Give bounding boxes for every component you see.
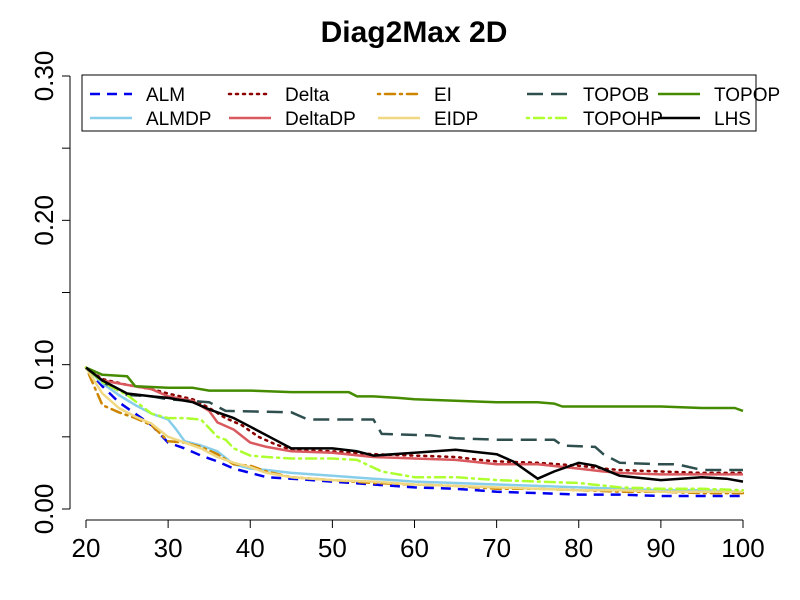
legend-label: TOPOHP (583, 109, 663, 130)
series-line-delta (84, 366, 745, 475)
y-tick-label: 0.20 (29, 195, 59, 246)
series-line-lhs (85, 366, 744, 483)
legend-box (81, 74, 757, 132)
legend-label: LHS (714, 109, 751, 130)
legend-label: DeltaDP (285, 109, 356, 130)
x-tick-label: 50 (318, 533, 347, 563)
series-line-topob (85, 366, 743, 472)
legend-label: EIDP (434, 109, 478, 130)
legend-label: TOPOP (714, 85, 780, 106)
series-line-topohp (84, 366, 745, 492)
chart-title: Diag2Max 2D (321, 16, 508, 49)
x-tick-label: 30 (154, 533, 183, 563)
x-tick-label: 70 (482, 533, 511, 563)
x-tick-label: 100 (721, 533, 764, 563)
axes: 20 30 40 50 60 70 80 90 100 0.00 0.10 0.20 0.30 (29, 51, 765, 563)
legend-label: ALMDP (146, 109, 211, 130)
series-line-eidp (84, 366, 743, 493)
series-lines (84, 366, 745, 498)
legend-label: EI (434, 85, 452, 106)
legend-label: TOPOB (583, 85, 649, 106)
legend: ALM ALMDP Delta DeltaDP EI EIDP TOPOB TOPOHP TOP… (81, 74, 780, 132)
y-tick-label: 0.10 (29, 339, 59, 390)
x-tick-label: 60 (400, 533, 429, 563)
series-line-deltadp (85, 366, 743, 476)
legend-label: Delta (285, 85, 330, 106)
series-line-alm (85, 366, 743, 498)
y-tick-label: 0.30 (29, 51, 59, 102)
y-tick-label: 0.00 (29, 484, 59, 535)
legend-label: ALM (146, 85, 185, 106)
x-tick-label: 40 (236, 533, 265, 563)
x-tick-label: 20 (72, 533, 101, 563)
x-tick-label: 80 (564, 533, 593, 563)
x-tick-label: 90 (646, 533, 675, 563)
series-line-topop (85, 366, 744, 413)
